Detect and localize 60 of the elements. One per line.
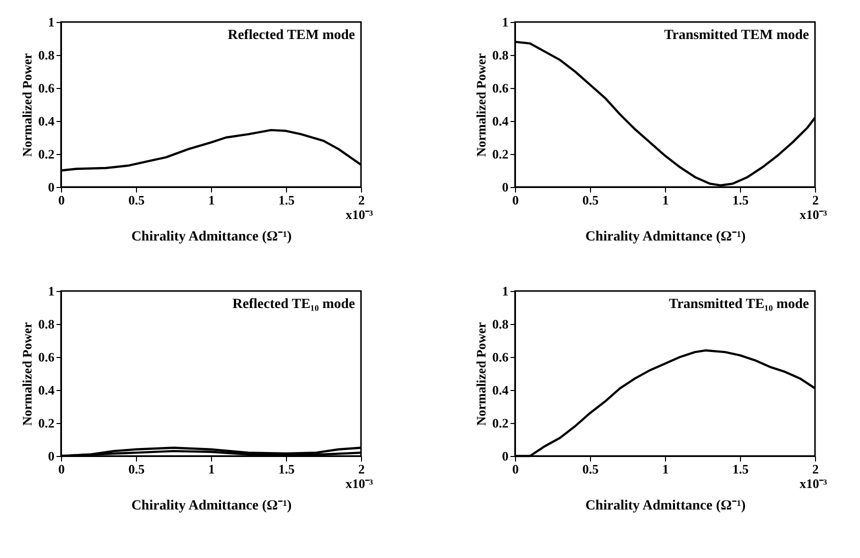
x-tick-label: 0.5 bbox=[582, 192, 600, 208]
y-tick-label: 0.8 bbox=[38, 48, 55, 62]
x-tick-label: 0 bbox=[58, 462, 65, 476]
text: x10⁻³ bbox=[346, 476, 374, 491]
x-tick-label: 0.5 bbox=[582, 462, 600, 476]
y-axis-title: Normalized Power bbox=[473, 322, 488, 426]
x-tick-label: 2 bbox=[812, 192, 819, 208]
y-tick-label: 0.2 bbox=[38, 146, 54, 162]
y-tick-label: 0 bbox=[48, 448, 54, 464]
x-axis-title: Chirality Admittance (Ω⁻¹) bbox=[131, 498, 292, 514]
y-tick-label: 0.6 bbox=[492, 80, 509, 96]
y-tick-label: 0.2 bbox=[492, 416, 508, 430]
y-tick-label: 0.6 bbox=[38, 350, 55, 364]
chart-title: Reflected TEM mode bbox=[228, 28, 355, 43]
x-tick-label: 2 bbox=[358, 192, 365, 208]
chart-title: Transmitted TE₁₀ mode bbox=[668, 297, 809, 312]
x-tick-label: 0 bbox=[512, 462, 519, 476]
x-tick-label: 1.5 bbox=[732, 462, 750, 476]
y-tick-label: 1 bbox=[502, 14, 508, 30]
y-tick-label: 1 bbox=[502, 284, 508, 298]
x-tick-label: 2 bbox=[812, 462, 819, 476]
y-axis-title: Normalized Power bbox=[19, 52, 34, 157]
y-tick-label: 0.4 bbox=[38, 382, 55, 398]
text: x10⁻³ bbox=[800, 476, 828, 491]
x-axis-title: Chirality Admittance (Ω⁻¹) bbox=[585, 498, 746, 514]
x-tick-label: 1 bbox=[208, 462, 215, 476]
y-axis-title: Normalized Power bbox=[19, 322, 34, 426]
x-tick-label: 0.5 bbox=[128, 192, 146, 208]
x-tick-label: 1 bbox=[208, 192, 215, 208]
y-tick-label: 1 bbox=[48, 14, 54, 30]
y-tick-label: 0.4 bbox=[38, 114, 55, 128]
y-tick-label: 0.8 bbox=[492, 316, 509, 332]
y-tick-label: 0.4 bbox=[492, 382, 509, 398]
x-tick-label: 0 bbox=[58, 192, 65, 208]
x-axis-title: Chirality Admittance (Ω⁻¹) bbox=[585, 230, 746, 244]
y-tick-label: 0 bbox=[48, 180, 54, 194]
x-tick-label: 1.5 bbox=[732, 192, 750, 208]
x-axis-title: Chirality Admittance (Ω⁻¹) bbox=[131, 230, 292, 244]
chart-title: Reflected TE₁₀ mode bbox=[232, 297, 355, 312]
y-tick-label: 0 bbox=[502, 448, 508, 464]
x-tick-label: 1.5 bbox=[278, 462, 296, 476]
y-tick-label: 0.4 bbox=[492, 114, 509, 128]
y-tick-label: 0.2 bbox=[38, 416, 54, 430]
text: x10⁻³ bbox=[346, 207, 374, 222]
x-tick-label: 1.5 bbox=[278, 192, 296, 208]
x-tick-label: 1 bbox=[662, 192, 669, 208]
text: x10⁻³ bbox=[800, 207, 828, 222]
y-tick-label: 0.8 bbox=[492, 48, 509, 62]
y-tick-label: 0.8 bbox=[38, 316, 55, 332]
y-tick-label: 0.6 bbox=[38, 80, 55, 96]
chart-title: Transmitted TEM mode bbox=[664, 28, 809, 43]
x-tick-label: 2 bbox=[358, 462, 365, 476]
y-axis-title: Normalized Power bbox=[473, 52, 488, 157]
y-tick-label: 0.6 bbox=[492, 350, 509, 364]
y-tick-label: 0 bbox=[502, 180, 508, 194]
x-tick-label: 0.5 bbox=[128, 462, 146, 476]
y-tick-label: 1 bbox=[48, 284, 54, 298]
x-tick-label: 1 bbox=[662, 462, 669, 476]
y-tick-label: 0.2 bbox=[492, 146, 508, 162]
x-tick-label: 0 bbox=[512, 192, 519, 208]
